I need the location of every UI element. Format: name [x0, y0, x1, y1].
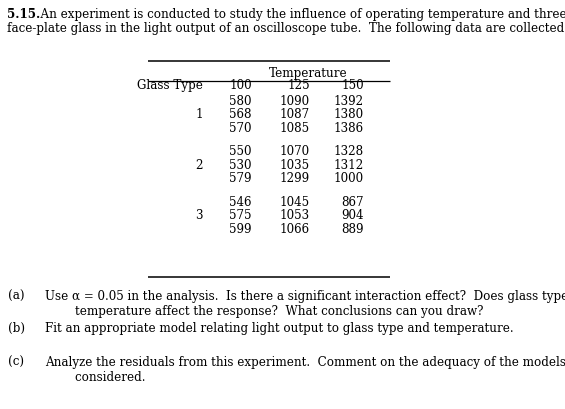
Text: 867: 867 [341, 196, 364, 209]
Text: (c): (c) [8, 355, 24, 368]
Text: 1386: 1386 [334, 122, 364, 135]
Text: 1085: 1085 [280, 122, 310, 135]
Text: 889: 889 [341, 222, 364, 236]
Text: (b): (b) [8, 321, 25, 334]
Text: 125: 125 [288, 79, 310, 92]
Text: 1035: 1035 [280, 159, 310, 172]
Text: 575: 575 [229, 209, 252, 222]
Text: 1: 1 [195, 108, 203, 121]
Text: Temperature: Temperature [269, 67, 347, 80]
Text: 580: 580 [229, 95, 252, 108]
Text: 1053: 1053 [280, 209, 310, 222]
Text: 1087: 1087 [280, 108, 310, 121]
Text: 1000: 1000 [334, 172, 364, 185]
Text: 1328: 1328 [334, 145, 364, 158]
Text: 100: 100 [229, 79, 252, 92]
Text: Fit an appropriate model relating light output to glass type and temperature.: Fit an appropriate model relating light … [45, 321, 514, 334]
Text: 530: 530 [229, 159, 252, 172]
Text: face-plate glass in the light output of an oscilloscope tube.  The following dat: face-plate glass in the light output of … [7, 22, 565, 35]
Text: 5.15.: 5.15. [7, 8, 40, 21]
Text: (a): (a) [8, 289, 24, 302]
Text: 1392: 1392 [334, 95, 364, 108]
Text: 3: 3 [195, 209, 203, 222]
Text: 1299: 1299 [280, 172, 310, 185]
Text: 1070: 1070 [280, 145, 310, 158]
Text: 599: 599 [229, 222, 252, 236]
Text: 904: 904 [341, 209, 364, 222]
Text: Analyze the residuals from this experiment.  Comment on the adequacy of the mode: Analyze the residuals from this experime… [45, 355, 565, 383]
Text: 1066: 1066 [280, 222, 310, 236]
Text: 1380: 1380 [334, 108, 364, 121]
Text: An experiment is conducted to study the influence of operating temperature and t: An experiment is conducted to study the … [33, 8, 565, 21]
Text: 1090: 1090 [280, 95, 310, 108]
Text: 568: 568 [229, 108, 252, 121]
Text: 579: 579 [229, 172, 252, 185]
Text: 1312: 1312 [334, 159, 364, 172]
Text: 546: 546 [229, 196, 252, 209]
Text: Glass Type: Glass Type [137, 79, 203, 92]
Text: 570: 570 [229, 122, 252, 135]
Text: 1045: 1045 [280, 196, 310, 209]
Text: Use α = 0.05 in the analysis.  Is there a significant interaction effect?  Does : Use α = 0.05 in the analysis. Is there a… [45, 289, 565, 317]
Text: 150: 150 [341, 79, 364, 92]
Text: 2: 2 [195, 159, 203, 172]
Text: 550: 550 [229, 145, 252, 158]
